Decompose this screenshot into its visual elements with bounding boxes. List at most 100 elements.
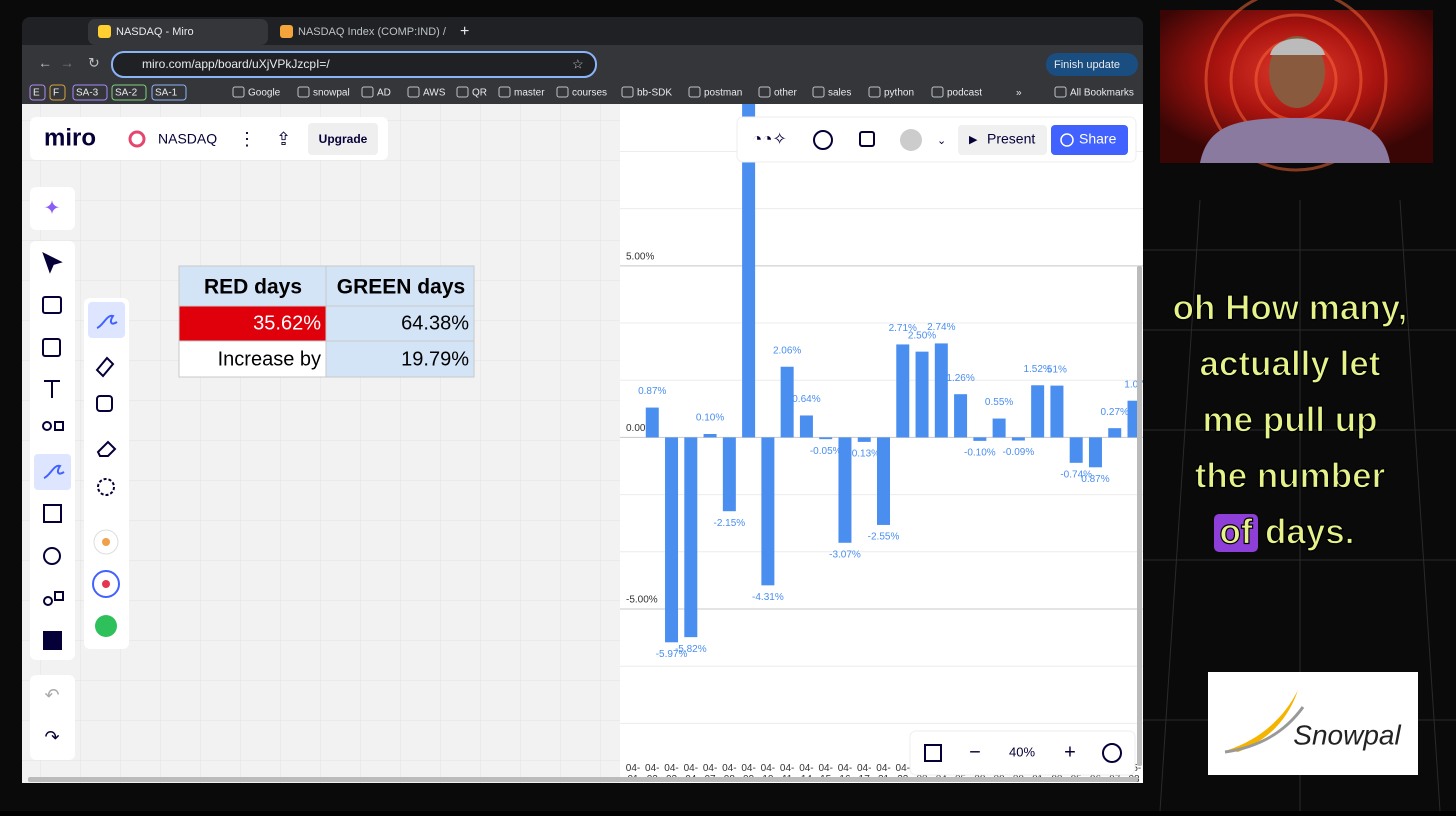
present-label[interactable]: Present xyxy=(987,131,1035,147)
value-label: 1.26% xyxy=(946,373,974,384)
bookmark-chip xyxy=(29,84,46,101)
caption-highlight xyxy=(1214,514,1258,552)
bar xyxy=(722,437,736,512)
color-swatch[interactable] xyxy=(95,615,117,637)
bookmark[interactable]: SA-3 xyxy=(76,88,99,99)
pen-panel xyxy=(84,298,129,649)
table-cell-text: Increase by xyxy=(218,348,321,370)
reload-button[interactable]: ↻ xyxy=(88,55,100,71)
bookmark[interactable]: AWS xyxy=(423,88,446,99)
bookmark[interactable]: python xyxy=(884,88,914,99)
miro-logo[interactable]: miro xyxy=(44,124,96,151)
share-button[interactable] xyxy=(1051,125,1128,155)
upgrade-label[interactable]: Upgrade xyxy=(319,132,368,146)
board-name[interactable]: NASDAQ xyxy=(158,131,217,147)
value-label: 1.52% xyxy=(1023,364,1051,375)
bookmark-star[interactable]: ☆ xyxy=(572,56,584,71)
active-tab[interactable] xyxy=(88,19,268,45)
h-scrollbar[interactable] xyxy=(28,777,1138,782)
bookmark[interactable]: AD xyxy=(377,88,391,99)
back-button[interactable]: ← xyxy=(38,55,52,71)
table-borders xyxy=(178,265,475,378)
bar xyxy=(954,394,968,438)
value-label: -2.15% xyxy=(714,518,746,529)
avatar-menu[interactable]: ⌄ xyxy=(937,135,946,147)
value-label: 0.10% xyxy=(696,413,724,424)
undo-button[interactable]: ↶ xyxy=(44,685,59,705)
ai-icon: ✦ xyxy=(44,197,61,219)
present-button[interactable] xyxy=(958,125,1047,155)
address-bar[interactable] xyxy=(111,51,597,78)
bookmark[interactable]: bb-SDK xyxy=(637,88,672,99)
pen-options[interactable] xyxy=(95,356,117,496)
forward-button[interactable]: → xyxy=(60,55,74,71)
redo-button[interactable]: ↷ xyxy=(44,727,59,747)
share-icon xyxy=(1060,133,1074,147)
tool-icons[interactable] xyxy=(42,251,64,650)
chat-button[interactable] xyxy=(813,130,833,150)
bookmark[interactable]: QR xyxy=(472,88,487,99)
share-label[interactable]: Share xyxy=(1079,131,1117,147)
menu-button[interactable]: ⋮ xyxy=(238,129,256,149)
x-tick-part: 04- xyxy=(722,763,736,774)
bookmark-chip xyxy=(151,84,187,101)
update-label[interactable]: Finish update xyxy=(1054,59,1120,71)
bookmark[interactable]: Google xyxy=(248,88,281,99)
bookmark[interactable]: podcast xyxy=(947,88,982,99)
bookmark-icon xyxy=(758,86,771,98)
bookmark[interactable]: sales xyxy=(828,88,851,99)
upgrade-button[interactable] xyxy=(308,123,378,155)
bar xyxy=(1108,428,1122,438)
new-tab[interactable]: + xyxy=(460,23,469,40)
scrollbar[interactable] xyxy=(1137,266,1142,766)
zoom-out[interactable]: − xyxy=(969,741,981,763)
tab-title[interactable]: NASDAQ Index (COMP:IND) / xyxy=(298,26,447,38)
value-label: 0.55% xyxy=(985,397,1013,408)
bookmark-icon xyxy=(556,86,569,98)
x-tick-part: 04- xyxy=(799,763,813,774)
miro-topbar xyxy=(30,117,388,160)
bookmark[interactable]: All Bookmarks xyxy=(1070,88,1134,99)
bookmark[interactable]: SA-1 xyxy=(155,88,178,99)
table-cell-text: 64.38% xyxy=(401,312,469,334)
value-label: 2.50% xyxy=(908,330,936,341)
value-label: 0.64% xyxy=(792,394,820,405)
table-cell xyxy=(326,341,474,377)
reactions-button[interactable]: ◔◔✧ xyxy=(752,129,787,148)
value-label: -5.97% xyxy=(656,649,688,660)
ai-button[interactable] xyxy=(30,187,75,230)
bookmark[interactable]: SA-2 xyxy=(115,88,138,99)
active-tool[interactable] xyxy=(34,454,71,490)
bar xyxy=(915,351,929,438)
video-button[interactable] xyxy=(859,131,875,147)
value-label: 1.07 xyxy=(1124,379,1144,390)
export-button[interactable]: ⇪ xyxy=(276,129,291,149)
y-tick-label: -5.00% xyxy=(626,595,658,606)
value-label: -0.13% xyxy=(848,449,880,460)
zoom-level[interactable]: 40% xyxy=(1009,744,1035,759)
bookmark[interactable]: courses xyxy=(572,88,607,99)
zoom-in[interactable]: + xyxy=(1064,741,1076,763)
bookmark[interactable]: E xyxy=(33,88,40,99)
x-tick-part: 04- xyxy=(857,763,871,774)
bookmark[interactable]: master xyxy=(514,88,545,99)
bar xyxy=(780,366,794,438)
bookmark[interactable]: » xyxy=(1016,88,1022,99)
url[interactable]: miro.com/app/board/uXjVPkJzcpI=/ xyxy=(142,57,330,71)
help-button[interactable] xyxy=(1102,743,1122,763)
bookmark[interactable]: postman xyxy=(704,88,742,99)
bookmark[interactable]: snowpal xyxy=(313,88,350,99)
tab-title[interactable]: NASDAQ - Miro xyxy=(116,26,194,38)
avatar[interactable] xyxy=(900,129,922,151)
bookmark-icon xyxy=(621,86,634,98)
bookmark-icon xyxy=(688,86,701,98)
fit-button[interactable] xyxy=(924,744,942,762)
x-tick-part: 04- xyxy=(684,763,698,774)
pen-icon xyxy=(43,464,65,479)
y-tick-label: 0.00% xyxy=(626,423,654,434)
bookmark[interactable]: other xyxy=(774,88,797,99)
table-cell xyxy=(179,341,326,377)
bookmark[interactable]: F xyxy=(53,88,59,99)
update-button[interactable] xyxy=(1046,53,1138,76)
x-tick-part: 04- xyxy=(780,763,794,774)
